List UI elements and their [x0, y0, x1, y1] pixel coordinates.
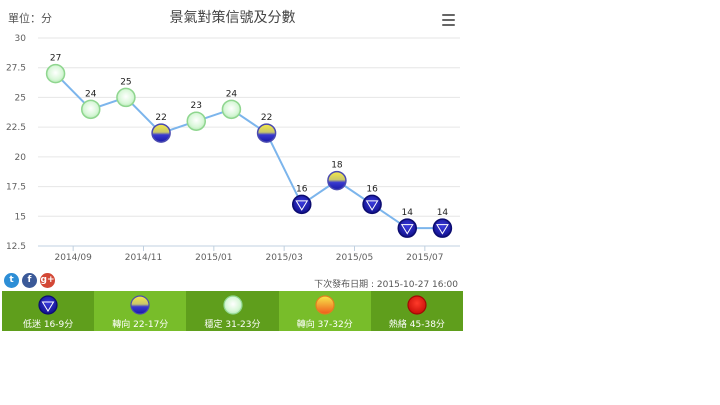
google-plus-icon[interactable]: g+	[40, 273, 55, 288]
data-label: 16	[296, 184, 308, 194]
data-point[interactable]: 14	[432, 208, 453, 238]
data-label: 24	[85, 89, 97, 99]
legend-item-blue: 低迷 16-9分	[2, 291, 95, 331]
data-label: 14	[402, 208, 414, 218]
data-point[interactable]: 24	[81, 89, 101, 120]
legend-item-green: 穩定 31-23分	[186, 291, 279, 331]
data-point[interactable]: 14	[397, 208, 417, 238]
unit-label: 單位：分	[8, 12, 52, 25]
legend-label: 低迷 16-9分	[22, 320, 74, 330]
x-tick-label: 2014/11	[125, 253, 162, 263]
legend-item-yellow-blue: 轉向 22-17分	[94, 291, 187, 331]
data-label: 23	[191, 101, 202, 111]
twitter-icon[interactable]: t	[4, 273, 19, 288]
data-point[interactable]: 18	[327, 161, 347, 191]
grid-lines	[38, 37, 460, 247]
signal-green-icon	[222, 295, 243, 315]
chart-title: 景氣對策信號及分數	[169, 10, 296, 26]
y-tick-label: 12.5	[6, 242, 26, 252]
legend-item-red: 熱絡 45-38分	[370, 291, 464, 331]
data-point[interactable]: 25	[116, 77, 136, 108]
x-tick-label: 2014/09	[54, 253, 92, 263]
data-point[interactable]: 16	[362, 184, 382, 215]
x-tick-label: 2015/07	[406, 253, 443, 263]
x-tick-label: 2015/03	[265, 253, 302, 263]
data-label: 24	[226, 89, 238, 99]
legend-item-yellow-red: 轉向 37-32分	[278, 291, 371, 331]
data-label: 27	[50, 54, 61, 64]
legend-label: 熱絡 45-38分	[388, 320, 445, 330]
data-label: 14	[437, 208, 449, 218]
legend-label: 轉向 37-32分	[296, 320, 353, 330]
data-point[interactable]: 16	[292, 184, 312, 215]
y-tick-label: 17.5	[6, 183, 26, 193]
signal-blue-icon	[38, 295, 58, 315]
series-path	[54, 72, 443, 230]
y-tick-label: 20	[15, 153, 27, 163]
data-label: 16	[366, 184, 378, 194]
signal-yellow-blue-icon	[130, 295, 150, 315]
y-tick-label: 15	[15, 212, 26, 222]
data-point[interactable]: 27	[45, 54, 66, 84]
data-label: 22	[155, 113, 166, 123]
signal-yellow-red-icon	[315, 295, 335, 315]
y-tick-label: 27.5	[6, 64, 26, 74]
data-point[interactable]: 24	[221, 89, 242, 120]
x-axis: 2014/09 2014/11 2015/01 2015/03 2015/05 2015/…	[38, 245, 460, 263]
data-point[interactable]: 23	[186, 101, 206, 131]
facebook-icon[interactable]: f	[22, 273, 37, 288]
data-label: 18	[331, 161, 343, 171]
x-tick-label: 2015/05	[336, 253, 373, 263]
data-points: 27 24 25 22 23 24 22 16 18 16 14 14	[45, 54, 453, 238]
y-axis: 12.5 15 17.5 20 22.5 25 27.5 30	[6, 34, 26, 252]
series-line	[54, 72, 443, 230]
data-point[interactable]: 22	[256, 113, 277, 143]
menu-icon[interactable]	[442, 14, 455, 26]
data-label: 25	[120, 77, 131, 87]
data-label: 22	[261, 113, 272, 123]
signal-red-icon	[407, 295, 427, 315]
y-tick-label: 30	[15, 34, 27, 44]
legend-label: 穩定 31-23分	[204, 320, 261, 330]
y-tick-label: 22.5	[6, 123, 26, 133]
next-release-date: 下次發布日期 : 2015-10-27 16:00	[314, 280, 458, 290]
y-tick-label: 25	[15, 93, 26, 103]
data-point[interactable]: 22	[151, 113, 171, 143]
x-tick-label: 2015/01	[195, 253, 232, 263]
signal-legend: 低迷 16-9分 轉向 22-17分	[2, 291, 464, 331]
legend-label: 轉向 22-17分	[112, 320, 169, 330]
